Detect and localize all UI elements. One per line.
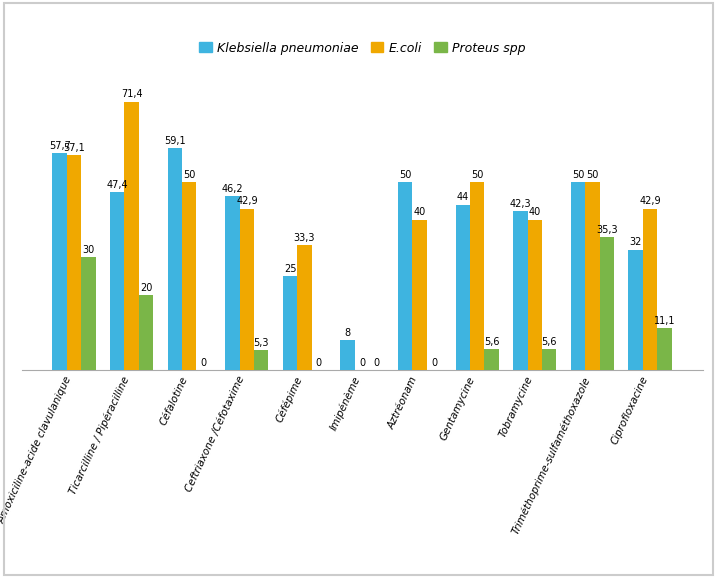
Text: 5,6: 5,6 [484, 336, 500, 347]
Text: 57,7: 57,7 [49, 141, 70, 151]
Bar [254, 350, 268, 370]
Text: 8: 8 [345, 328, 351, 338]
Text: 50: 50 [587, 170, 599, 180]
Bar [225, 197, 239, 370]
Text: 42,3: 42,3 [510, 199, 531, 209]
Bar [239, 209, 254, 370]
Bar [341, 340, 355, 370]
Text: 40: 40 [528, 208, 541, 217]
Text: 50: 50 [471, 170, 483, 180]
Text: 0: 0 [315, 358, 322, 368]
Text: 50: 50 [399, 170, 412, 180]
Text: 35,3: 35,3 [596, 225, 618, 235]
Legend: Klebsiella pneumoniae, E.coli, Proteus spp: Klebsiella pneumoniae, E.coli, Proteus s… [194, 36, 530, 60]
Bar [657, 328, 672, 370]
Text: 40: 40 [414, 208, 426, 217]
Text: 11,1: 11,1 [654, 316, 675, 326]
Bar [456, 205, 470, 370]
Bar [52, 153, 67, 370]
Text: 50: 50 [572, 170, 584, 180]
Bar [168, 148, 182, 370]
Bar [398, 182, 412, 370]
Text: 42,9: 42,9 [640, 197, 661, 206]
Bar [485, 349, 499, 370]
Text: 50: 50 [183, 170, 196, 180]
Text: 5,6: 5,6 [541, 336, 557, 347]
Bar [139, 295, 153, 370]
Text: 42,9: 42,9 [236, 197, 257, 206]
Text: 5,3: 5,3 [254, 338, 269, 348]
Text: 20: 20 [140, 283, 152, 292]
Text: 30: 30 [82, 245, 95, 255]
Text: 0: 0 [359, 358, 365, 368]
Bar [182, 182, 196, 370]
Bar [412, 220, 427, 370]
Bar [81, 257, 95, 370]
Bar [643, 209, 657, 370]
Text: 44: 44 [457, 192, 469, 202]
Text: 0: 0 [374, 358, 379, 368]
Text: 0: 0 [431, 358, 437, 368]
Bar [528, 220, 542, 370]
Bar [571, 182, 585, 370]
Text: 47,4: 47,4 [106, 180, 128, 190]
Bar [110, 192, 125, 370]
Bar [585, 182, 599, 370]
Text: 33,3: 33,3 [294, 232, 315, 243]
Bar [629, 250, 643, 370]
Text: 46,2: 46,2 [222, 184, 243, 194]
Bar [125, 102, 139, 370]
Bar [298, 245, 312, 370]
Bar [513, 211, 528, 370]
Bar [67, 155, 81, 370]
Text: 59,1: 59,1 [164, 136, 186, 146]
Text: 25: 25 [284, 264, 296, 274]
Text: 0: 0 [201, 358, 206, 368]
Text: 32: 32 [630, 238, 642, 247]
Bar [599, 238, 614, 370]
Bar [283, 276, 298, 370]
Bar [470, 182, 485, 370]
Text: 71,4: 71,4 [121, 90, 143, 99]
Text: 57,1: 57,1 [63, 143, 85, 153]
Bar [542, 349, 556, 370]
